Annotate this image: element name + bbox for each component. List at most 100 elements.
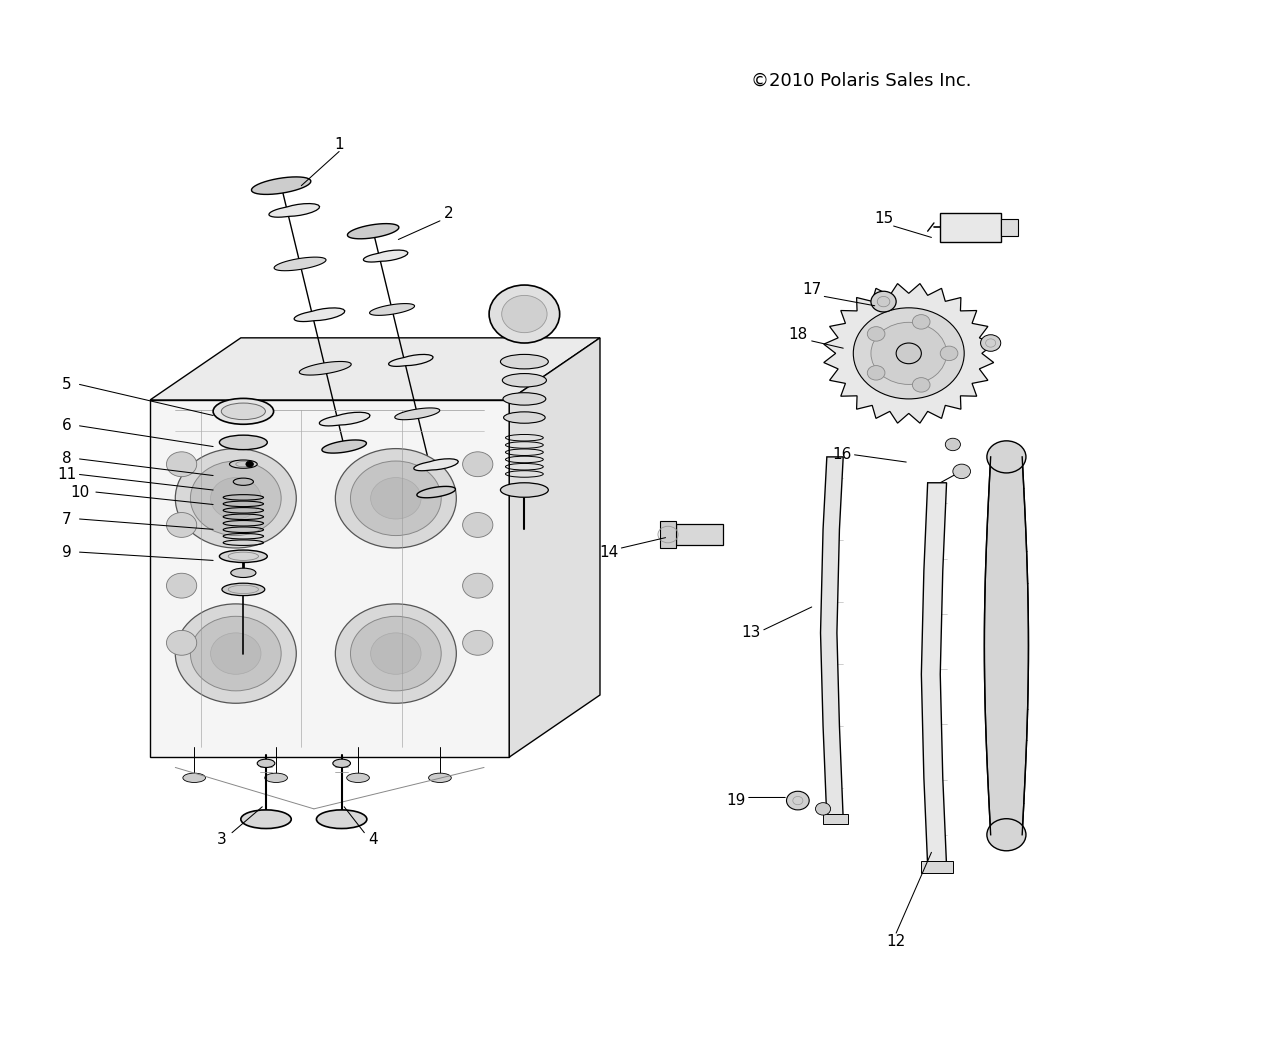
Circle shape — [952, 464, 970, 479]
Circle shape — [350, 461, 441, 536]
Circle shape — [980, 334, 1000, 351]
Ellipse shape — [333, 759, 350, 767]
Polygon shape — [364, 250, 408, 262]
Circle shape — [912, 378, 930, 392]
Text: ©2010 Polaris Sales Inc.: ©2010 Polaris Sales Inc. — [751, 72, 971, 90]
Circle shape — [787, 791, 810, 810]
Polygon shape — [389, 354, 433, 366]
Circle shape — [176, 448, 297, 548]
Ellipse shape — [231, 568, 256, 577]
Ellipse shape — [504, 412, 546, 424]
Ellipse shape — [258, 759, 275, 767]
Polygon shape — [821, 457, 844, 819]
Ellipse shape — [241, 810, 292, 828]
Ellipse shape — [503, 374, 547, 387]
Circle shape — [868, 327, 885, 342]
Text: 16: 16 — [832, 447, 851, 462]
Circle shape — [986, 441, 1026, 473]
Polygon shape — [322, 440, 366, 454]
Polygon shape — [1000, 219, 1018, 237]
Circle shape — [945, 438, 960, 450]
Text: 14: 14 — [599, 545, 619, 559]
Circle shape — [462, 513, 493, 538]
Circle shape — [370, 477, 421, 519]
Text: 9: 9 — [62, 545, 72, 559]
Circle shape — [370, 633, 421, 675]
Text: 7: 7 — [62, 512, 72, 526]
Circle shape — [191, 461, 282, 536]
Circle shape — [246, 461, 254, 467]
Ellipse shape — [222, 583, 265, 596]
Circle shape — [167, 452, 197, 476]
Polygon shape — [269, 203, 320, 217]
Circle shape — [871, 292, 897, 312]
Circle shape — [897, 343, 921, 363]
Circle shape — [912, 315, 930, 329]
Ellipse shape — [234, 479, 254, 486]
Text: 12: 12 — [887, 934, 906, 949]
Circle shape — [462, 630, 493, 655]
Circle shape — [940, 346, 957, 360]
Circle shape — [986, 819, 1026, 851]
Ellipse shape — [428, 773, 451, 783]
Text: 3: 3 — [217, 832, 227, 847]
Circle shape — [176, 604, 297, 704]
Circle shape — [211, 633, 261, 675]
Polygon shape — [676, 524, 724, 545]
Polygon shape — [370, 303, 414, 316]
Polygon shape — [251, 176, 311, 194]
Circle shape — [191, 617, 282, 691]
Ellipse shape — [500, 483, 548, 497]
Ellipse shape — [213, 399, 274, 425]
Polygon shape — [320, 412, 370, 426]
Circle shape — [871, 323, 946, 384]
Polygon shape — [299, 361, 351, 375]
Ellipse shape — [500, 354, 548, 368]
Ellipse shape — [503, 392, 546, 405]
Circle shape — [336, 604, 456, 704]
Circle shape — [167, 513, 197, 538]
Circle shape — [350, 617, 441, 691]
Polygon shape — [274, 257, 326, 271]
Circle shape — [211, 477, 261, 519]
Circle shape — [489, 285, 560, 343]
Circle shape — [462, 573, 493, 598]
Text: 6: 6 — [62, 418, 72, 433]
Ellipse shape — [346, 773, 369, 783]
Ellipse shape — [265, 773, 288, 783]
Ellipse shape — [317, 810, 366, 828]
Circle shape — [816, 802, 831, 815]
Circle shape — [462, 452, 493, 476]
Polygon shape — [661, 521, 676, 548]
Ellipse shape — [230, 460, 258, 468]
Ellipse shape — [183, 773, 206, 783]
Text: 13: 13 — [741, 625, 760, 640]
Polygon shape — [414, 459, 458, 471]
Text: 19: 19 — [726, 793, 745, 808]
Text: 4: 4 — [369, 832, 378, 847]
Circle shape — [336, 448, 456, 548]
Text: 5: 5 — [62, 377, 72, 392]
Polygon shape — [347, 223, 399, 239]
Polygon shape — [940, 213, 1000, 242]
Text: 15: 15 — [874, 212, 893, 226]
Polygon shape — [395, 408, 440, 419]
Circle shape — [868, 365, 885, 380]
Polygon shape — [823, 283, 994, 424]
Text: 2: 2 — [445, 207, 453, 221]
Circle shape — [878, 297, 890, 307]
Circle shape — [167, 573, 197, 598]
Polygon shape — [984, 457, 1028, 835]
Ellipse shape — [220, 550, 268, 563]
Polygon shape — [150, 337, 600, 400]
Polygon shape — [921, 861, 952, 873]
Polygon shape — [921, 483, 946, 866]
Text: 17: 17 — [802, 281, 821, 297]
Polygon shape — [823, 814, 849, 824]
Ellipse shape — [220, 435, 268, 449]
Circle shape — [854, 308, 964, 399]
Text: 18: 18 — [788, 327, 807, 343]
Text: 1: 1 — [335, 137, 344, 152]
Text: 8: 8 — [62, 452, 72, 466]
Polygon shape — [150, 400, 509, 757]
